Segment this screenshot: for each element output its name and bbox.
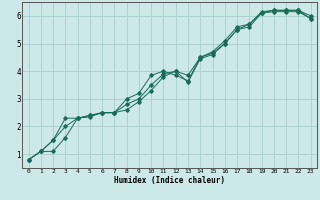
X-axis label: Humidex (Indice chaleur): Humidex (Indice chaleur) (114, 176, 225, 185)
